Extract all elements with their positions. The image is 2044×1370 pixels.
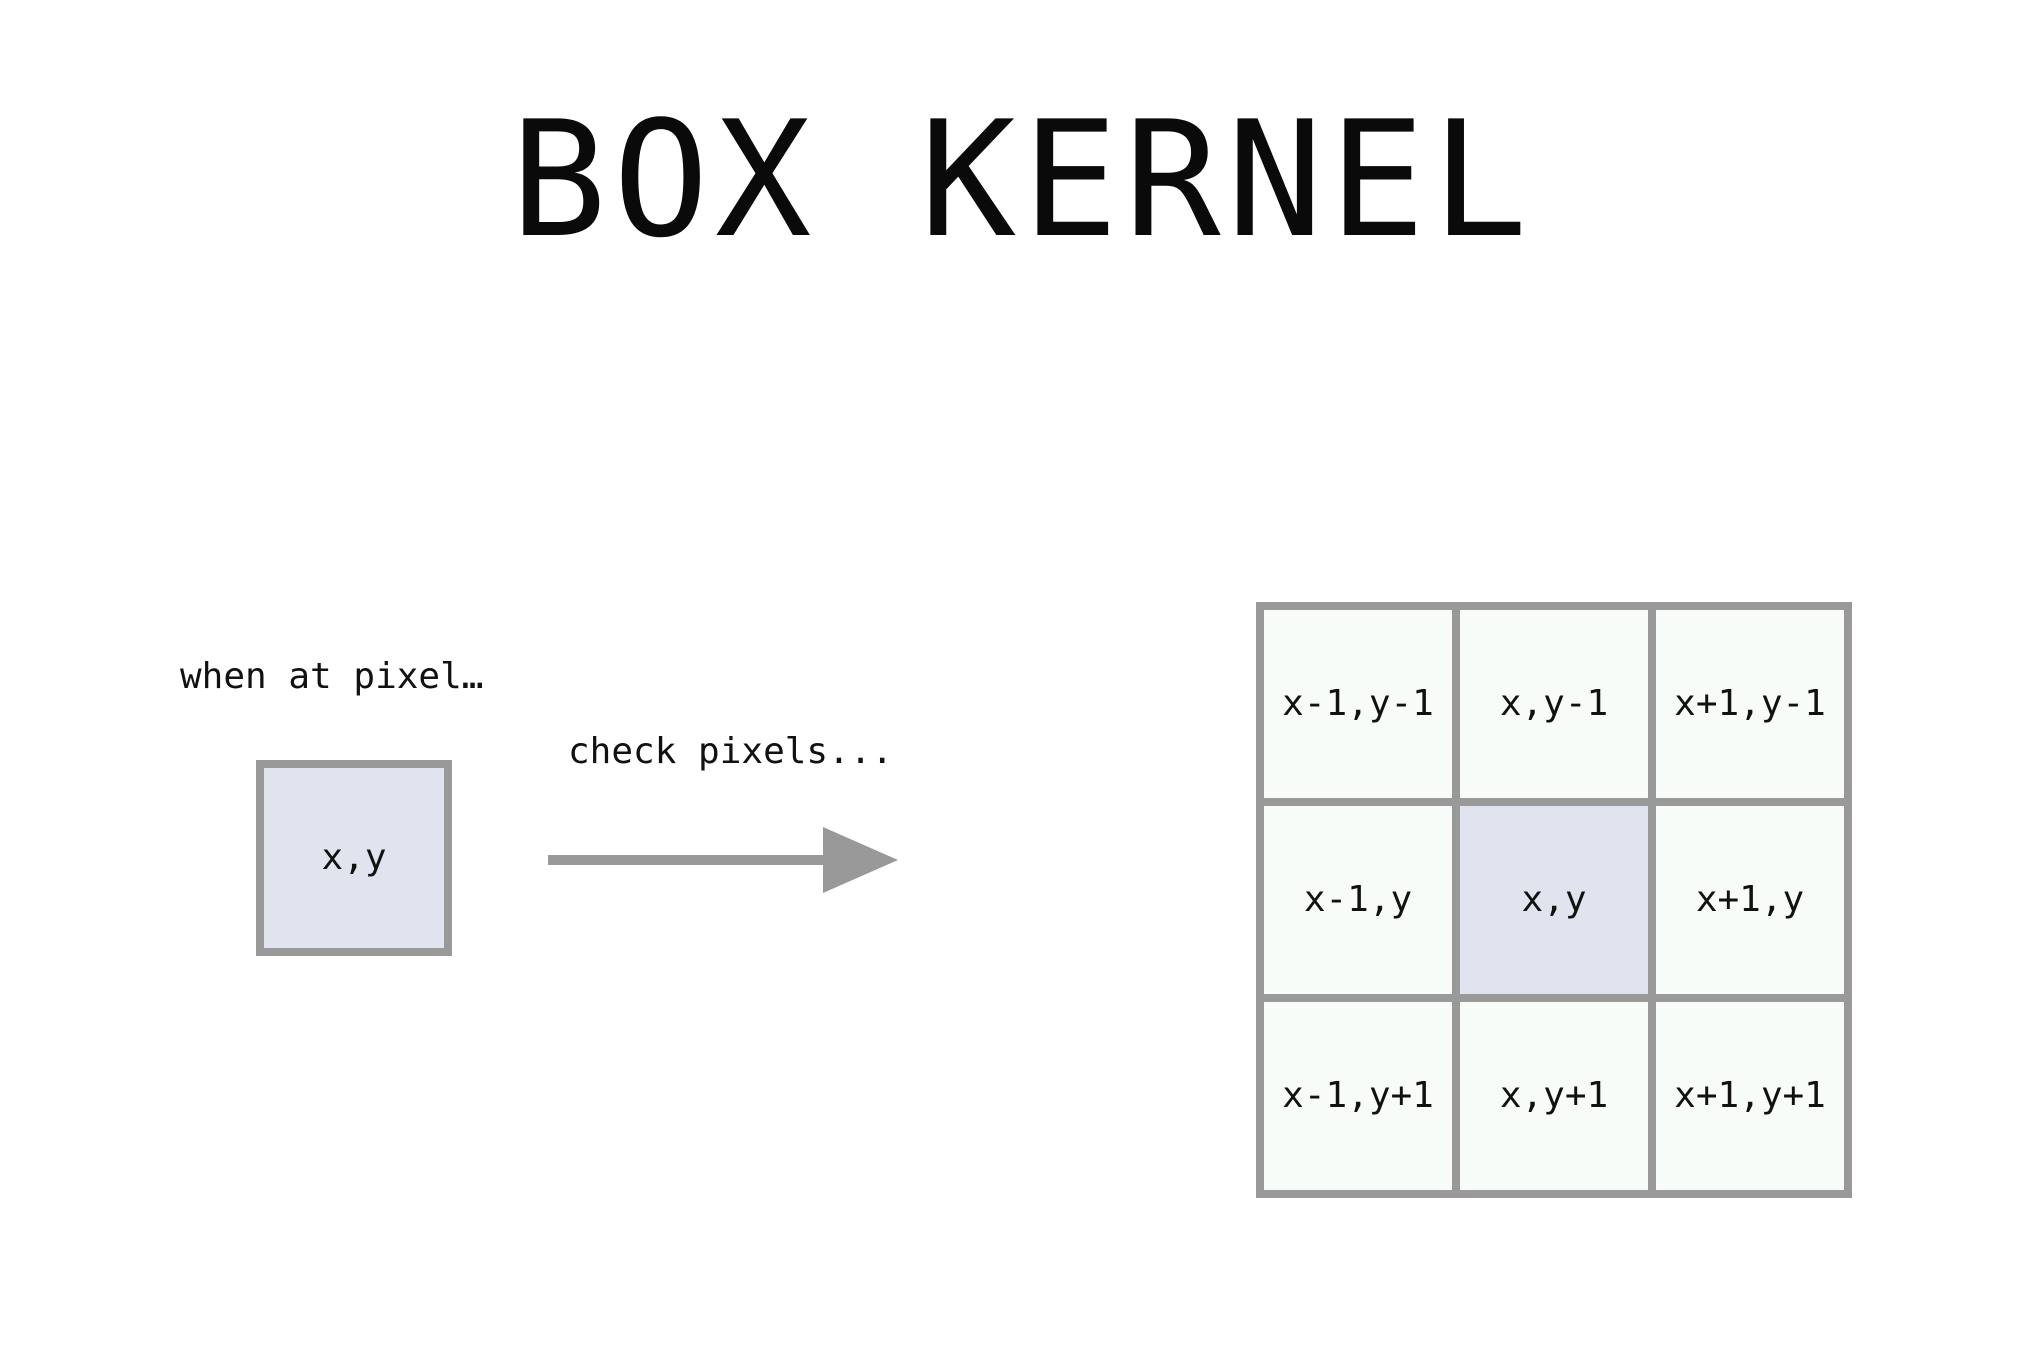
arrow-caption: check pixels... [568, 731, 894, 772]
page-title: BOX KERNEL [510, 86, 1534, 273]
kernel-cell-middle-right: x+1,y [1656, 806, 1844, 994]
kernel-cell-bottom-center: x,y+1 [1460, 1002, 1648, 1190]
kernel-cell-label: x,y-1 [1499, 683, 1609, 724]
kernel-cell-top-center: x,y-1 [1460, 610, 1648, 798]
arrow-head [823, 827, 898, 893]
kernel-cell-bottom-left: x-1,y+1 [1264, 1002, 1452, 1190]
right-arrow-icon [548, 827, 898, 893]
kernel-cell-label: x,y+1 [1499, 1075, 1609, 1116]
kernel-cell-label: x+1,y+1 [1674, 1075, 1826, 1116]
arrow-shaft [548, 855, 828, 865]
kernel-cell-label: x,y [1521, 879, 1587, 920]
kernel-cell-label: x+1,y [1695, 879, 1805, 920]
current-pixel-label: x,y [321, 837, 387, 878]
pixel-caption: when at pixel… [180, 656, 484, 697]
kernel-cell-label: x-1,y+1 [1282, 1075, 1434, 1116]
kernel-cell-middle-left: x-1,y [1264, 806, 1452, 994]
kernel-cell-top-left: x-1,y-1 [1264, 610, 1452, 798]
kernel-cell-label: x-1,y-1 [1282, 683, 1434, 724]
kernel-cell-label: x-1,y [1303, 879, 1413, 920]
kernel-cell-top-right: x+1,y-1 [1656, 610, 1844, 798]
kernel-cell-label: x+1,y-1 [1674, 683, 1826, 724]
current-pixel-box: x,y [256, 760, 452, 956]
kernel-cell-bottom-right: x+1,y+1 [1656, 1002, 1844, 1190]
kernel-grid: x-1,y-1 x,y-1 x+1,y-1 x-1,y x,y x+1,y x-… [1256, 602, 1852, 1198]
kernel-cell-center: x,y [1460, 806, 1648, 994]
